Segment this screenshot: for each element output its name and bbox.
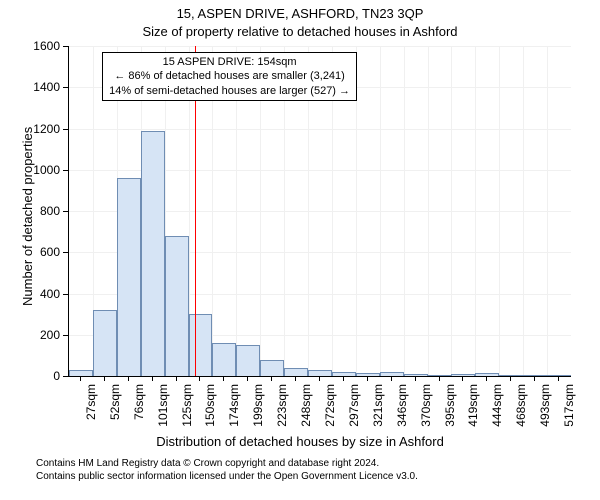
annotation-line: ← 86% of detached houses are smaller (3,… (109, 69, 350, 83)
x-tick-mark (415, 376, 416, 381)
x-tick-label: 468sqm (514, 384, 528, 484)
x-tick-label: 52sqm (108, 384, 122, 484)
x-tick-label: 223sqm (275, 384, 289, 484)
x-tick-label: 444sqm (490, 384, 504, 484)
x-tick-mark (295, 376, 296, 381)
histogram-bar (141, 131, 165, 376)
chart-container: 15, ASPEN DRIVE, ASHFORD, TN23 3QP Size … (0, 0, 600, 500)
plot-area: 15 ASPEN DRIVE: 154sqm← 86% of detached … (68, 46, 571, 377)
x-tick-label: 199sqm (251, 384, 265, 484)
x-tick-mark (534, 376, 535, 381)
x-tick-mark (439, 376, 440, 381)
y-tick-mark (63, 87, 68, 88)
gridline-vertical (451, 46, 452, 376)
y-tick-mark (63, 335, 68, 336)
gridline-vertical (499, 46, 500, 376)
x-tick-mark (510, 376, 511, 381)
x-tick-mark (558, 376, 559, 381)
x-tick-mark (223, 376, 224, 381)
x-tick-label: 27sqm (84, 384, 98, 484)
x-tick-label: 248sqm (299, 384, 313, 484)
x-tick-label: 272sqm (323, 384, 337, 484)
x-tick-label: 395sqm (443, 384, 457, 484)
x-tick-mark (199, 376, 200, 381)
y-tick-mark (63, 211, 68, 212)
gridline-vertical (475, 46, 476, 376)
chart-supertitle: 15, ASPEN DRIVE, ASHFORD, TN23 3QP (0, 6, 600, 21)
x-tick-label: 150sqm (203, 384, 217, 484)
x-tick-mark (104, 376, 105, 381)
annotation-line: 14% of semi-detached houses are larger (… (109, 84, 350, 98)
y-tick-label: 1600 (26, 39, 60, 53)
x-tick-mark (80, 376, 81, 381)
histogram-bar (93, 310, 117, 376)
x-tick-mark (367, 376, 368, 381)
annotation-box: 15 ASPEN DRIVE: 154sqm← 86% of detached … (102, 52, 357, 101)
histogram-bar (356, 373, 380, 376)
y-tick-mark (63, 376, 68, 377)
gridline-vertical (547, 46, 548, 376)
histogram-bar (236, 345, 260, 376)
histogram-bar (189, 314, 213, 376)
x-tick-label: 297sqm (347, 384, 361, 484)
x-tick-label: 76sqm (132, 384, 146, 484)
gridline-horizontal (69, 129, 571, 130)
histogram-bar (117, 178, 141, 376)
x-tick-label: 517sqm (562, 384, 576, 484)
y-tick-label: 200 (26, 328, 60, 342)
x-tick-mark (128, 376, 129, 381)
gridline-vertical (404, 46, 405, 376)
x-tick-label: 493sqm (538, 384, 552, 484)
histogram-bar (451, 374, 475, 376)
x-tick-label: 346sqm (395, 384, 409, 484)
x-tick-mark (176, 376, 177, 381)
x-tick-mark (391, 376, 392, 381)
histogram-bar (380, 372, 404, 376)
y-tick-mark (63, 46, 68, 47)
histogram-bar (428, 375, 452, 376)
x-tick-mark (462, 376, 463, 381)
x-tick-label: 101sqm (156, 384, 170, 484)
gridline-vertical (428, 46, 429, 376)
histogram-bar (499, 375, 523, 376)
y-tick-label: 400 (26, 287, 60, 301)
annotation-line: 15 ASPEN DRIVE: 154sqm (109, 55, 350, 69)
x-tick-label: 321sqm (371, 384, 385, 484)
histogram-bar (404, 374, 428, 376)
y-tick-mark (63, 129, 68, 130)
histogram-bar (284, 368, 308, 376)
y-tick-label: 800 (26, 204, 60, 218)
x-tick-mark (152, 376, 153, 381)
x-tick-mark (247, 376, 248, 381)
y-tick-label: 600 (26, 245, 60, 259)
x-tick-mark (486, 376, 487, 381)
y-tick-mark (63, 170, 68, 171)
gridline-vertical (380, 46, 381, 376)
y-tick-label: 1000 (26, 163, 60, 177)
x-tick-mark (343, 376, 344, 381)
x-tick-label: 370sqm (419, 384, 433, 484)
histogram-bar (260, 360, 284, 377)
y-tick-mark (63, 294, 68, 295)
y-tick-label: 1200 (26, 122, 60, 136)
histogram-bar (212, 343, 236, 376)
histogram-bar (165, 236, 189, 376)
x-tick-mark (271, 376, 272, 381)
x-tick-mark (319, 376, 320, 381)
y-tick-label: 1400 (26, 80, 60, 94)
gridline-vertical (523, 46, 524, 376)
x-tick-label: 125sqm (180, 384, 194, 484)
x-tick-label: 174sqm (227, 384, 241, 484)
histogram-bar (475, 373, 499, 376)
chart-title: Size of property relative to detached ho… (0, 24, 600, 39)
x-tick-label: 419sqm (466, 384, 480, 484)
y-tick-label: 0 (26, 369, 60, 383)
histogram-bar (69, 370, 93, 376)
gridline-horizontal (69, 46, 571, 47)
histogram-bar (332, 372, 356, 376)
y-tick-mark (63, 252, 68, 253)
